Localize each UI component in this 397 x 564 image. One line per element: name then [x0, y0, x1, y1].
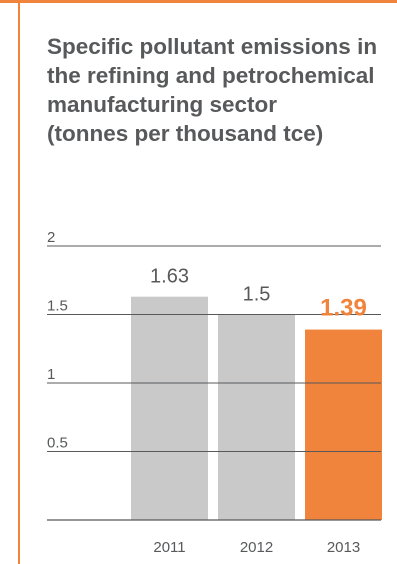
title-line-2: the refining and petrochemical	[47, 63, 375, 88]
x-tick-label: 2012	[240, 539, 273, 556]
data-label: 1.5	[243, 284, 271, 306]
y-tick-label: 0.5	[47, 435, 68, 452]
data-label: 1.39	[320, 295, 367, 322]
y-tick-label: 1	[47, 366, 55, 383]
bar-2013	[305, 329, 382, 520]
title-line-4: (tonnes per thousand tce)	[47, 121, 324, 146]
x-tick-label: 2011	[153, 539, 185, 556]
y-tick-label: 1.5	[47, 298, 68, 315]
top-accent-rule	[0, 0, 397, 3]
chart-title: Specific pollutant emissions in the refi…	[47, 32, 392, 148]
title-line-1: Specific pollutant emissions in	[47, 34, 378, 59]
bar-2011	[131, 296, 208, 520]
left-accent-rule	[18, 0, 20, 564]
data-label: 1.63	[150, 266, 189, 288]
bar-2012	[218, 314, 295, 520]
title-line-3: manufacturing sector	[47, 92, 278, 117]
x-tick-label: 2013	[327, 539, 360, 556]
y-tick-label: 2	[47, 229, 55, 246]
